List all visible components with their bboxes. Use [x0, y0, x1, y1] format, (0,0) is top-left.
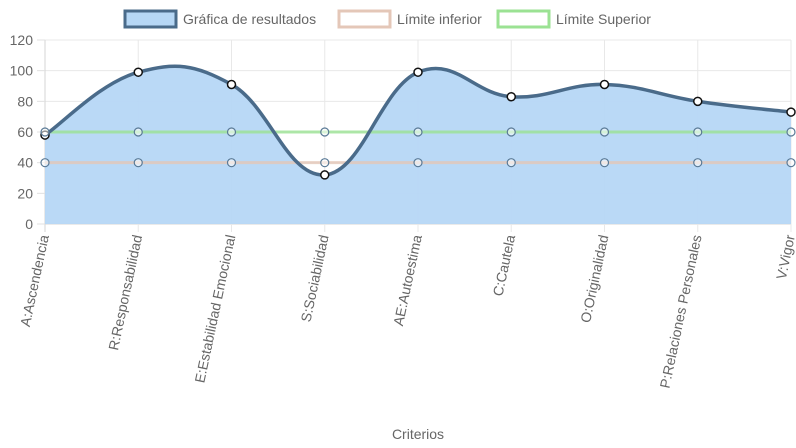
point-grafica-de-resultados-2 — [226, 79, 237, 90]
y-tick-label: 20 — [17, 185, 33, 201]
point-limite-superior-6 — [599, 127, 610, 137]
legend-label-limite-superior: Límite Superior — [556, 11, 651, 27]
series-line-grafica-de-resultados — [44, 64, 792, 177]
point-limite-superior-7 — [693, 127, 703, 137]
x-axis-title: Criterios — [392, 426, 444, 442]
y-axis-ticks: 0 20 40 60 80 100 120 — [10, 32, 45, 232]
x-tick-label-p-relaciones-personales: P:Relaciones Personales — [657, 233, 705, 389]
x-tick-label-ae-autoestima: AE:Autoestima — [390, 233, 425, 327]
x-tick-label-e-estabilidad-emocional: E:Estabilidad Emocional — [191, 233, 238, 384]
x-tick-label-a-ascendencia: A:Ascendencia — [17, 233, 52, 328]
point-grafica-de-resultados-7 — [693, 96, 703, 107]
point-limite-inferior-5 — [506, 158, 516, 168]
x-tick-label-v-vigor: V:Vigor — [773, 233, 796, 281]
point-limite-inferior-0 — [40, 158, 50, 168]
series-layer — [44, 64, 792, 224]
point-limite-superior-1 — [133, 127, 143, 137]
point-limite-inferior-7 — [693, 158, 703, 168]
legend: Gráfica de resultados Límite inferior Lími… — [123, 9, 651, 29]
point-limite-superior-0 — [40, 127, 50, 137]
y-tick-label: 0 — [25, 216, 33, 232]
y-tick-label: 100 — [10, 63, 34, 79]
x-tick-label-s-sociabilidad: S:Sociabilidad — [298, 233, 332, 323]
legend-swatch-limite-inferior — [337, 9, 392, 29]
point-grafica-de-resultados-6 — [599, 79, 610, 90]
point-limite-superior-2 — [226, 127, 237, 137]
legend-label-limite-inferior: Límite inferior — [397, 11, 482, 27]
y-tick-label: 120 — [10, 32, 34, 48]
point-limite-inferior-4 — [413, 158, 423, 168]
y-tick-label: 40 — [17, 155, 33, 171]
x-tick-label-o-originalidad: O:Originalidad — [577, 233, 611, 324]
x-axis-ticks: A:Ascendencia R:Responsabilidad E:Estabili… — [17, 233, 796, 390]
point-limite-inferior-8 — [786, 158, 796, 168]
y-tick-label: 60 — [17, 124, 33, 140]
point-limite-superior-3 — [320, 127, 330, 137]
x-tick-label-c-cautela: C:Cautela — [490, 233, 519, 297]
legend-swatch-grafica-de-resultados — [123, 9, 178, 29]
x-tick-label-r-responsabilidad: R:Responsabilidad — [105, 233, 145, 351]
point-limite-inferior-3 — [320, 158, 330, 168]
data-points — [40, 67, 796, 180]
series-area-grafica-de-resultados — [45, 66, 791, 224]
point-limite-inferior-2 — [226, 158, 237, 168]
legend-label-grafica-de-resultados: Gráfica de resultados — [183, 11, 316, 27]
point-limite-superior-5 — [506, 127, 516, 137]
point-limite-superior-4 — [413, 127, 423, 137]
point-limite-inferior-1 — [133, 158, 143, 168]
point-grafica-de-resultados-3 — [320, 170, 330, 180]
point-grafica-de-resultados-1 — [133, 67, 143, 77]
point-limite-inferior-6 — [599, 158, 610, 168]
point-grafica-de-resultados-5 — [506, 91, 516, 102]
legend-swatch-limite-superior — [496, 9, 551, 29]
y-tick-label: 80 — [17, 93, 33, 109]
point-limite-superior-8 — [786, 127, 796, 137]
point-grafica-de-resultados-4 — [413, 67, 423, 77]
point-grafica-de-resultados-8 — [786, 107, 796, 117]
